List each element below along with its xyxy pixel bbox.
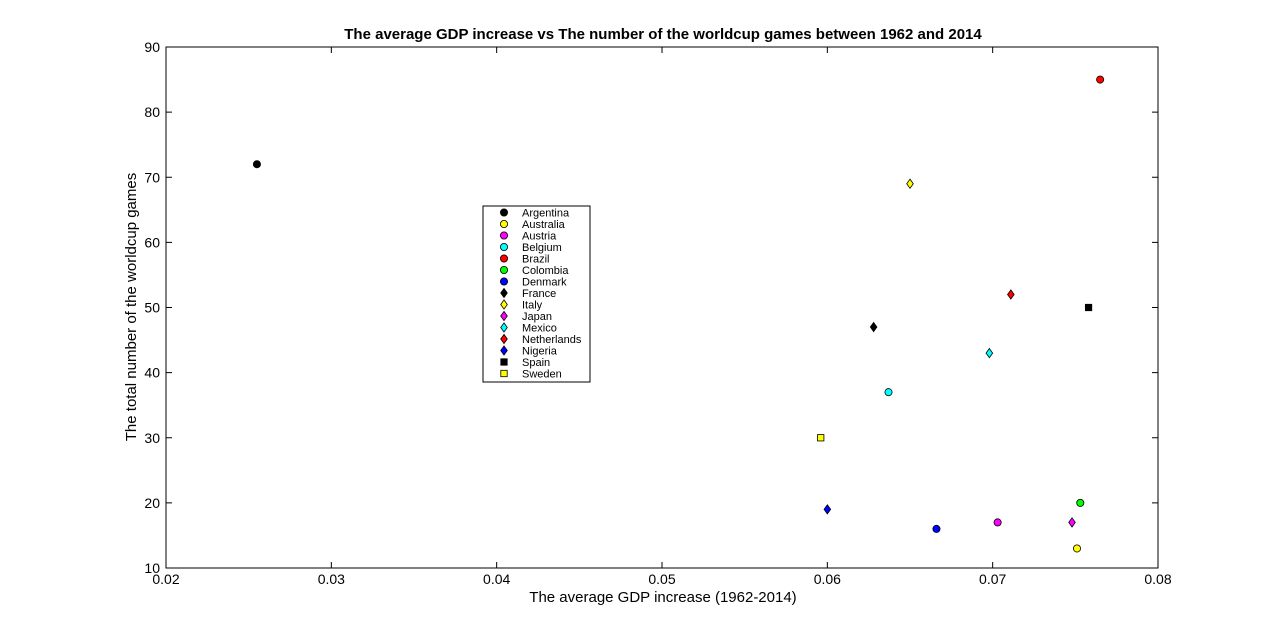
legend-label-austria: Austria xyxy=(522,231,557,243)
y-axis-title: The total number of the worldcup games xyxy=(123,173,140,441)
data-point-nigeria xyxy=(823,504,832,515)
legend-label-japan: Japan xyxy=(522,311,552,323)
y-tick-label: 60 xyxy=(144,234,160,250)
legend-marker-nigeria xyxy=(500,345,508,356)
data-point-spain xyxy=(1084,303,1093,312)
x-tick-label: 0.07 xyxy=(979,571,1006,587)
legend-marker-brazil xyxy=(499,254,508,263)
legend-marker-mexico xyxy=(500,322,508,333)
legend-marker-denmark xyxy=(499,277,508,286)
legend-marker-australia xyxy=(499,219,508,228)
legend-label-denmark: Denmark xyxy=(522,277,567,289)
x-tick-label: 0.02 xyxy=(152,571,179,587)
data-points xyxy=(252,75,1105,553)
x-tick-label: 0.06 xyxy=(814,571,841,587)
x-tick-label: 0.08 xyxy=(1144,571,1171,587)
legend-label-brazil: Brazil xyxy=(522,254,550,266)
y-tick-label: 40 xyxy=(144,365,160,381)
y-axis: 10 20 30 40 50 60 70 80 90 xyxy=(144,39,1158,576)
legend-label-spain: Spain xyxy=(522,357,550,369)
data-point-sweden xyxy=(817,434,825,442)
legend-marker-belgium xyxy=(499,242,508,251)
data-point-mexico xyxy=(985,347,994,359)
chart-title: The average GDP increase vs The number o… xyxy=(344,26,982,43)
legend-label-italy: Italy xyxy=(522,300,543,312)
legend-marker-netherlands xyxy=(500,333,508,345)
data-point-italy xyxy=(906,178,914,190)
legend-marker-italy xyxy=(500,299,508,310)
y-tick-label: 70 xyxy=(144,169,160,185)
legend-label-mexico: Mexico xyxy=(522,323,557,335)
plot-area xyxy=(165,46,1159,569)
x-axis-title: The average GDP increase (1962-2014) xyxy=(529,589,796,606)
data-point-netherlands xyxy=(1007,289,1015,300)
y-tick-label: 10 xyxy=(144,560,160,576)
legend-label-australia: Australia xyxy=(522,219,566,231)
legend-marker-argentina xyxy=(499,208,508,217)
legend-label-argentina: Argentina xyxy=(522,208,570,220)
data-point-belgium xyxy=(884,388,893,397)
x-tick-label: 0.05 xyxy=(648,571,675,587)
data-point-denmark xyxy=(932,524,941,533)
y-tick-label: 30 xyxy=(144,430,160,446)
legend-label-nigeria: Nigeria xyxy=(522,346,558,358)
legend-marker-sweden xyxy=(500,369,508,378)
legend-marker-france xyxy=(500,287,508,299)
y-tick-label: 90 xyxy=(144,39,160,55)
x-tick-label: 0.04 xyxy=(483,571,510,587)
data-point-austria xyxy=(993,518,1002,527)
legend-marker-japan xyxy=(500,310,508,322)
data-point-australia xyxy=(1072,544,1081,553)
data-point-france xyxy=(869,321,878,333)
legend: ArgentinaAustraliaAustriaBelgiumBrazilCo… xyxy=(482,205,591,383)
data-point-japan xyxy=(1068,517,1076,528)
legend-label-netherlands: Netherlands xyxy=(522,334,582,346)
x-tick-label: 0.03 xyxy=(318,571,345,587)
y-tick-label: 20 xyxy=(144,495,160,511)
legend-marker-spain xyxy=(500,358,508,366)
legend-label-belgium: Belgium xyxy=(522,242,562,254)
y-tick-label: 80 xyxy=(144,104,160,120)
data-point-brazil xyxy=(1096,75,1105,84)
legend-label-colombia: Colombia xyxy=(522,265,569,277)
legend-marker-colombia xyxy=(499,265,508,274)
legend-label-france: France xyxy=(522,288,556,300)
x-axis: 0.02 0.03 0.04 0.05 0.06 0.07 0.08 xyxy=(152,47,1172,587)
legend-marker-austria xyxy=(499,231,508,240)
legend-label-sweden: Sweden xyxy=(522,369,562,381)
data-point-argentina xyxy=(252,160,261,169)
y-tick-label: 50 xyxy=(144,300,160,316)
data-point-colombia xyxy=(1076,498,1085,507)
